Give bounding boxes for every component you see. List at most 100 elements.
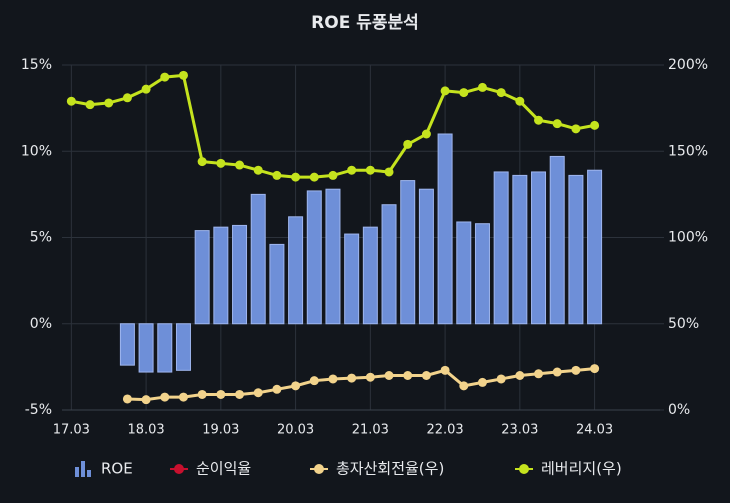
bar bbox=[232, 224, 248, 325]
line-point bbox=[272, 170, 282, 180]
x-tick-label: 22.03 bbox=[426, 423, 463, 438]
y-tick-label: 5% bbox=[30, 230, 52, 246]
line-point bbox=[384, 371, 394, 380]
bar bbox=[157, 323, 173, 373]
line-point bbox=[384, 167, 394, 177]
line-point bbox=[197, 157, 207, 167]
line-point bbox=[552, 119, 562, 129]
line-point bbox=[328, 374, 338, 384]
line-point bbox=[496, 374, 506, 384]
line-point bbox=[421, 371, 431, 380]
bar bbox=[213, 226, 229, 325]
bar bbox=[194, 230, 210, 325]
legend-label: ROE bbox=[101, 460, 133, 478]
y-tick-label: -5% bbox=[25, 402, 52, 418]
line-point bbox=[216, 158, 226, 168]
bar bbox=[437, 133, 453, 325]
bar bbox=[306, 190, 322, 325]
line-point bbox=[347, 165, 357, 175]
bar bbox=[325, 188, 341, 325]
line-point bbox=[85, 100, 95, 110]
line-point bbox=[515, 96, 525, 106]
line-point bbox=[365, 372, 375, 382]
bar bbox=[344, 233, 360, 325]
line-point bbox=[459, 88, 469, 98]
line-point bbox=[571, 365, 581, 375]
y2-tick-label: 0% bbox=[668, 402, 690, 418]
x-tick-label: 19.03 bbox=[202, 423, 239, 438]
bar bbox=[493, 171, 509, 325]
line-point bbox=[104, 98, 114, 108]
legend-icon bbox=[314, 464, 324, 474]
line-point bbox=[141, 84, 151, 94]
line-point bbox=[160, 392, 170, 402]
chart-title: ROE 듀퐁분석 bbox=[311, 13, 419, 33]
y2-tick-label: 50% bbox=[668, 316, 699, 332]
y2-tick-label: 200% bbox=[668, 57, 708, 73]
line-point bbox=[197, 389, 207, 399]
line-point bbox=[235, 160, 245, 170]
line-point bbox=[216, 389, 226, 399]
line-point bbox=[365, 165, 375, 175]
line-point bbox=[590, 364, 600, 374]
legend-icon bbox=[174, 464, 184, 474]
line-point bbox=[141, 395, 151, 405]
bar bbox=[456, 221, 472, 325]
line bbox=[127, 367, 595, 402]
bar bbox=[119, 323, 135, 366]
legend-label: 순이익율 bbox=[196, 460, 251, 478]
bar bbox=[531, 171, 547, 325]
y-tick-label: 10% bbox=[21, 143, 52, 159]
x-tick-label: 18.03 bbox=[127, 423, 164, 438]
line-point bbox=[421, 129, 431, 139]
bar bbox=[400, 180, 416, 325]
legend-icon bbox=[87, 470, 91, 477]
bar bbox=[381, 204, 397, 325]
line-point bbox=[178, 70, 188, 80]
bar bbox=[474, 223, 490, 325]
line-point bbox=[253, 165, 263, 175]
line-point bbox=[571, 124, 581, 134]
line-point bbox=[403, 371, 413, 380]
bar bbox=[269, 243, 285, 325]
y2-tick-label: 150% bbox=[668, 143, 708, 159]
x-tick-label: 20.03 bbox=[277, 423, 314, 438]
line-point bbox=[515, 371, 525, 380]
line-point bbox=[122, 394, 132, 404]
line-point bbox=[459, 381, 469, 391]
line-point bbox=[534, 115, 544, 125]
line-point bbox=[440, 365, 450, 375]
legend-label: 총자산회전율(우) bbox=[336, 460, 444, 478]
line-point bbox=[309, 172, 319, 182]
bar bbox=[418, 188, 434, 325]
legend-icon bbox=[81, 461, 85, 477]
line-point bbox=[477, 82, 487, 92]
line-point bbox=[122, 93, 132, 103]
bar bbox=[138, 323, 154, 373]
bar bbox=[512, 174, 528, 325]
bar bbox=[362, 226, 378, 325]
line-point bbox=[477, 377, 487, 387]
line-point bbox=[440, 86, 450, 96]
bar bbox=[288, 216, 304, 325]
line-point bbox=[496, 88, 506, 98]
x-tick-label: 23.03 bbox=[501, 423, 538, 438]
line-point bbox=[347, 373, 357, 383]
line-point bbox=[291, 172, 301, 182]
y-tick-label: 0% bbox=[30, 316, 52, 332]
line-point bbox=[160, 72, 170, 82]
line-point bbox=[552, 367, 562, 377]
line-point bbox=[235, 389, 245, 399]
x-tick-label: 17.03 bbox=[53, 423, 90, 438]
bar bbox=[175, 323, 191, 371]
line-point bbox=[534, 369, 544, 379]
bar bbox=[568, 174, 584, 325]
line-point bbox=[253, 388, 263, 398]
line-point bbox=[328, 170, 338, 180]
bar bbox=[250, 193, 266, 325]
legend-label: 레버리지(우) bbox=[541, 460, 622, 478]
line-point bbox=[66, 96, 76, 106]
bar bbox=[587, 169, 603, 325]
x-tick-label: 21.03 bbox=[352, 423, 389, 438]
